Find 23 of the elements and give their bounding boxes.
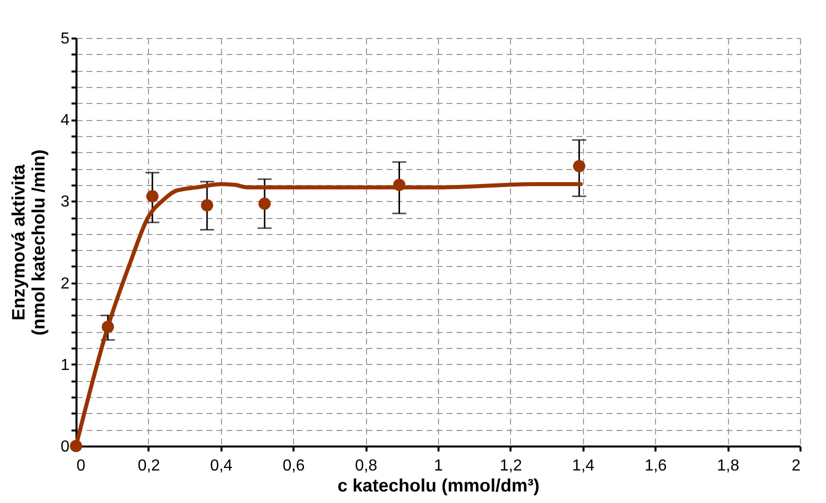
y-tick-label: 2 <box>60 275 70 292</box>
x-tick-label: 0,6 <box>282 458 305 474</box>
x-tick-label: 0 <box>76 458 86 474</box>
x-tick-label: 1,8 <box>716 458 740 474</box>
x-tick-label: 1,4 <box>572 458 595 474</box>
x-tick-label: 1,6 <box>644 458 667 474</box>
x-tick-label: 0,8 <box>354 458 378 474</box>
x-tick-label: 0,2 <box>138 458 160 474</box>
x-axis-title: c katecholu (mmol/dm³) <box>337 476 540 496</box>
y-axis-title: Enzymová aktivita (nmol katecholu /min) <box>8 149 49 336</box>
x-tick-label: 2 <box>792 458 801 474</box>
y-tick-label: 1 <box>60 356 70 374</box>
x-tick-label: 1 <box>434 458 444 474</box>
y-tick-label: 3 <box>60 194 70 211</box>
y-tick-label: 0 <box>60 438 70 456</box>
point <box>200 199 214 212</box>
point <box>258 198 271 210</box>
point <box>573 160 586 172</box>
x-tick-label: 0,4 <box>210 458 233 474</box>
point <box>146 190 159 202</box>
y-tick-label: 5 <box>60 30 70 48</box>
x-tick-label: 1,2 <box>500 458 522 474</box>
y-tick-label: 4 <box>60 112 70 130</box>
